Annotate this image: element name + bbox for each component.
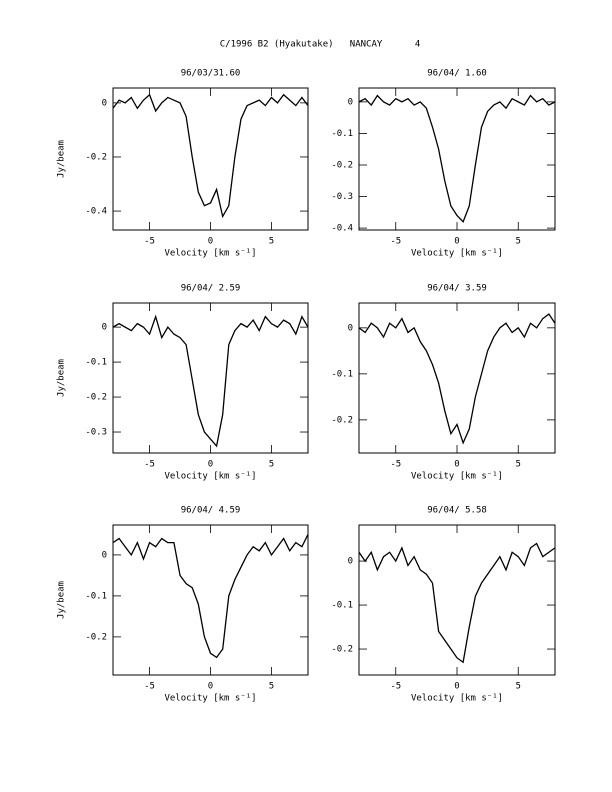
spectrum-line [112,93,309,219]
spectrum-line [112,534,309,659]
x-axis-label: Velocity [km s⁻¹] [411,249,503,259]
y-tick-label: -0.1 [331,369,353,379]
y-tick-label: 0 [102,550,107,560]
y-tick-label: -0.1 [331,129,353,139]
x-tick-label: 0 [454,237,459,247]
spectrum-line [358,94,556,223]
page-title: C/1996 B2 (Hyakutake) NANCAY 4 [220,40,420,50]
x-tick-label: 5 [269,682,274,692]
x-tick-label: 0 [208,460,213,470]
x-axis-label: Velocity [km s⁻¹] [164,694,256,704]
y-tick-label: -0.3 [85,428,107,438]
panel-title: 96/04/ 1.60 [427,69,487,79]
spectrum-line [358,542,556,664]
x-tick-label: -5 [144,460,155,470]
y-tick-label: -0.2 [331,415,353,425]
x-tick-label: 5 [269,460,274,470]
y-tick-label: -0.1 [85,591,107,601]
x-tick-label: -5 [144,237,155,247]
panel-title: 96/04/ 3.59 [427,284,487,294]
x-tick-label: -5 [144,682,155,692]
y-tick-label: 0 [348,323,353,333]
y-axis-label: Jy/beam [57,359,67,397]
y-tick-label: -0.2 [331,645,353,655]
x-axis-label: Velocity [km s⁻¹] [164,249,256,259]
y-tick-label: -0.3 [331,192,353,202]
x-tick-label: 0 [454,460,459,470]
x-tick-label: 0 [208,237,213,247]
panel-title: 96/04/ 4.59 [181,506,241,516]
x-tick-label: 5 [516,237,521,247]
x-tick-label: 5 [516,682,521,692]
x-tick-label: -5 [390,237,401,247]
x-axis-label: Velocity [km s⁻¹] [411,694,503,704]
x-tick-label: -5 [390,682,401,692]
y-tick-label: 0 [102,98,107,108]
spectrum-line [112,314,309,448]
spectrum-line [358,313,556,445]
x-tick-label: 5 [516,460,521,470]
y-axis-label: Jy/beam [57,581,67,619]
y-tick-label: 0 [348,97,353,107]
y-tick-label: -0.2 [85,393,107,403]
x-tick-label: -5 [390,460,401,470]
y-tick-label: -0.4 [331,224,353,234]
y-tick-label: 0 [102,323,107,333]
y-tick-label: -0.1 [331,601,353,611]
y-tick-label: -0.1 [85,358,107,368]
y-tick-label: -0.2 [85,632,107,642]
y-axis-label: Jy/beam [57,140,67,178]
panel-title: 96/04/ 5.58 [427,506,487,516]
plot-frame [358,524,556,676]
x-tick-label: 5 [269,237,274,247]
x-tick-label: 0 [454,682,459,692]
plot-frame [112,87,309,231]
y-tick-label: -0.2 [85,152,107,162]
plot-frame [358,87,556,231]
x-axis-label: Velocity [km s⁻¹] [164,472,256,482]
y-tick-label: -0.2 [331,160,353,170]
x-tick-label: 0 [208,682,213,692]
y-tick-label: -0.4 [85,207,107,217]
panel-title: 96/03/31.60 [181,69,241,79]
x-axis-label: Velocity [km s⁻¹] [411,472,503,482]
y-tick-label: 0 [348,557,353,567]
panel-title: 96/04/ 2.59 [181,284,241,294]
